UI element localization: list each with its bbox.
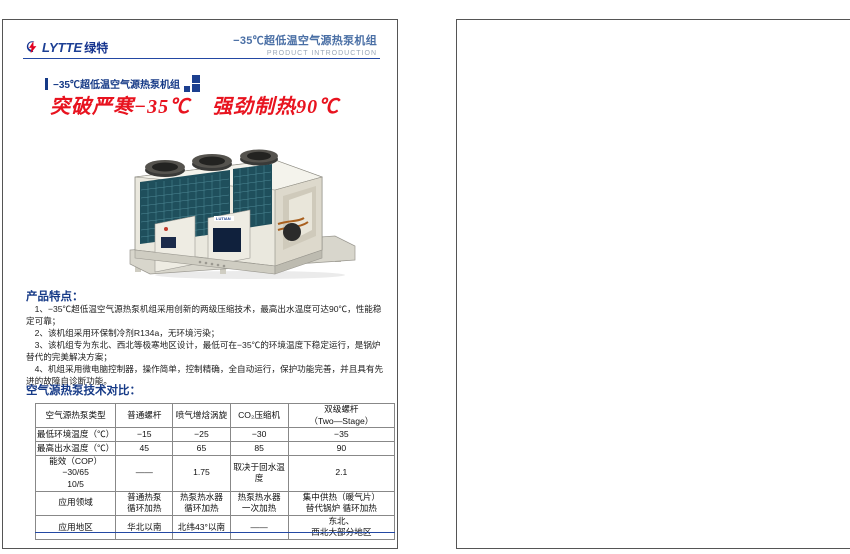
svg-text:LUTIAN: LUTIAN xyxy=(216,216,231,221)
